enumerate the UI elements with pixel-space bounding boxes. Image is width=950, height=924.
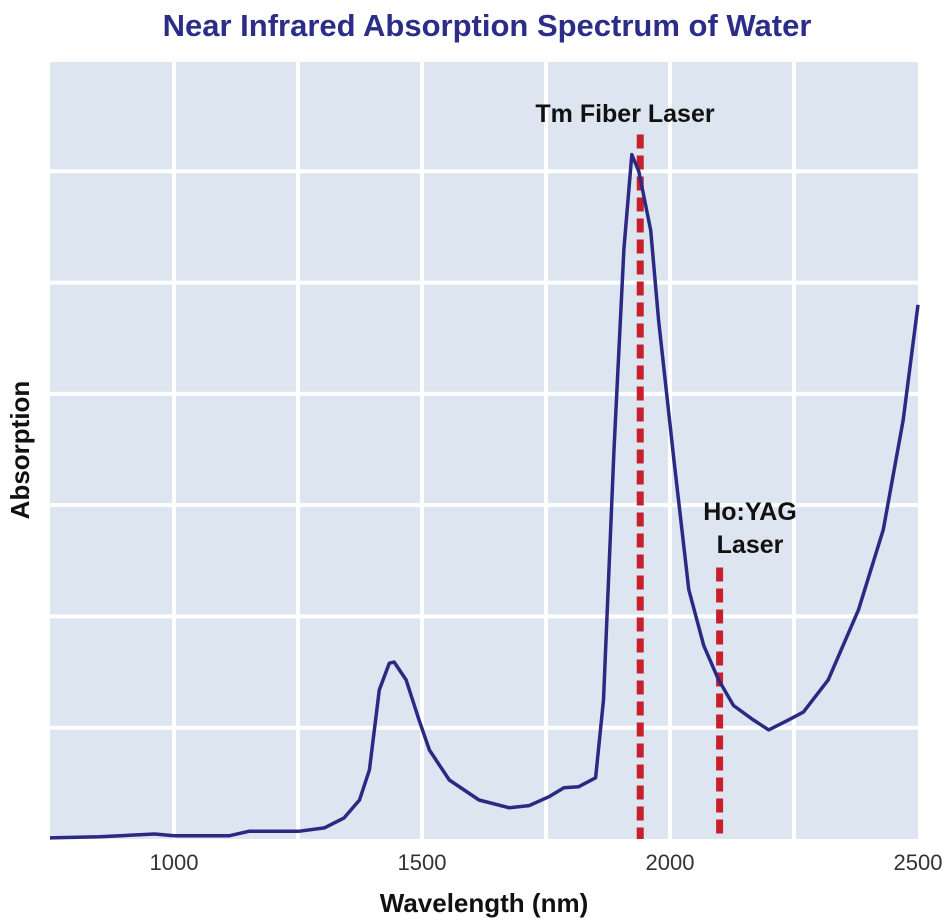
gridlines	[50, 58, 918, 839]
x-tick-label: 2500	[894, 850, 943, 875]
x-tick-label: 2000	[646, 850, 695, 875]
x-tick-label: 1500	[398, 850, 447, 875]
y-axis-title: Absorption	[5, 381, 35, 520]
x-axis-title: Wavelength (nm)	[380, 888, 588, 918]
laser-markers	[636, 134, 724, 839]
x-tick-label: 1000	[150, 850, 199, 875]
chart-title: Near Infrared Absorption Spectrum of Wat…	[163, 8, 812, 43]
laser-label: Laser	[717, 531, 784, 559]
plot-background	[50, 60, 918, 839]
x-tick-labels: 1000 1500 2000 2500	[150, 850, 943, 875]
absorption-curve	[49, 152, 920, 840]
laser-label: Ho:YAG	[703, 498, 797, 526]
laser-labels: Tm Fiber Laser Ho:YAG Laser	[535, 100, 796, 559]
laser-label: Tm Fiber Laser	[535, 100, 714, 128]
